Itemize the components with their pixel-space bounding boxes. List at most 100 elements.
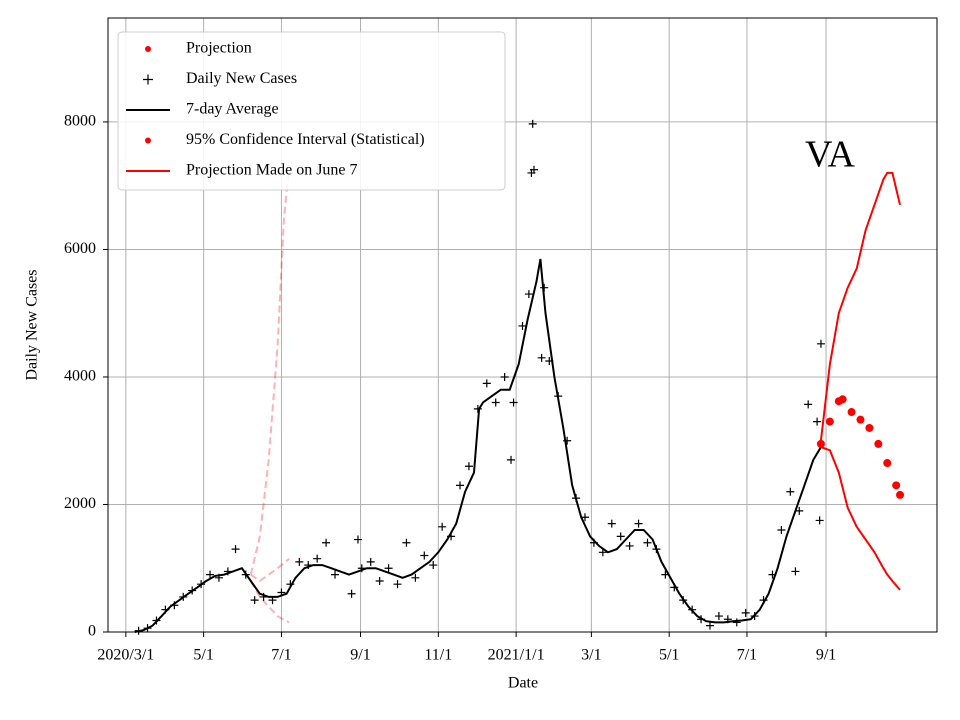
case-marker: [161, 605, 170, 614]
case-marker: [572, 494, 581, 503]
case-marker: [804, 400, 813, 409]
projection-dot: [865, 423, 874, 432]
case-marker: [607, 519, 616, 528]
case-marker: [670, 583, 679, 592]
legend-marker: [145, 46, 151, 52]
case-marker: [393, 580, 402, 589]
case-marker: [313, 554, 322, 563]
case-marker: [268, 596, 277, 605]
case-marker: [528, 119, 537, 128]
case-marker: [259, 592, 268, 601]
case-marker: [411, 573, 420, 582]
case-marker: [438, 522, 447, 531]
x-tick-label: 2020/3/1: [97, 647, 154, 664]
case-marker: [529, 165, 538, 174]
legend-label: Projection: [186, 40, 252, 57]
case-marker: [750, 612, 759, 621]
confidence-line: [819, 171, 901, 441]
legend-label: Projection Made on June 7: [186, 162, 358, 179]
case-marker: [152, 616, 161, 625]
legend-label: Daily New Cases: [186, 70, 297, 87]
case-marker: [143, 624, 152, 633]
case-marker: [795, 506, 804, 515]
legend-marker: [143, 74, 153, 85]
x-tick-label: 7/1: [737, 647, 757, 664]
case-marker: [357, 564, 366, 573]
case-marker: [554, 392, 563, 401]
case-marker: [723, 615, 732, 624]
y-axis-label: Daily New Cases: [24, 269, 41, 380]
case-marker: [634, 519, 643, 528]
case-marker: [456, 481, 465, 490]
case-marker: [420, 551, 429, 560]
x-axis-label: Date: [508, 675, 538, 692]
case-marker: [786, 487, 795, 496]
projection-june-line: [249, 580, 290, 624]
legend-label: 95% Confidence Interval (Statistical): [186, 131, 425, 148]
case-marker: [705, 621, 714, 630]
case-marker: [652, 545, 661, 554]
case-marker: [777, 525, 786, 534]
case-marker: [616, 532, 625, 541]
y-tick-label: 4000: [64, 368, 96, 385]
case-marker: [170, 601, 179, 610]
annotation: VA: [805, 134, 856, 176]
case-marker: [791, 567, 800, 576]
case-marker: [188, 586, 197, 595]
case-marker: [688, 605, 697, 614]
case-marker: [241, 570, 250, 579]
case-marker: [625, 541, 634, 550]
case-marker: [366, 557, 375, 566]
case-marker: [509, 398, 518, 407]
case-marker: [304, 561, 313, 570]
projection-dot: [825, 417, 834, 426]
x-tick-label: 11/1: [424, 647, 452, 664]
x-tick-label: 5/1: [193, 647, 213, 664]
legend-marker: [145, 137, 151, 144]
case-marker: [179, 592, 188, 601]
case-marker: [589, 538, 598, 547]
case-marker: [353, 535, 362, 544]
y-tick-label: 2000: [64, 495, 96, 512]
projection-dot: [892, 481, 901, 490]
average-line: [134, 258, 822, 633]
y-tick-label: 6000: [64, 240, 96, 257]
case-marker: [231, 545, 240, 554]
case-marker: [250, 596, 259, 605]
case-marker: [545, 357, 554, 366]
y-tick-label: 8000: [64, 113, 96, 130]
case-marker: [661, 570, 670, 579]
case-marker: [429, 561, 438, 570]
case-marker: [277, 588, 286, 597]
case-marker: [815, 516, 824, 525]
case-marker: [524, 290, 533, 299]
case-marker: [322, 538, 331, 547]
case-marker: [537, 353, 546, 362]
projection-dot: [896, 490, 905, 499]
projection-dot: [838, 395, 847, 404]
case-marker: [384, 564, 393, 573]
case-marker: [331, 570, 340, 579]
case-marker: [295, 557, 304, 566]
projection-dot: [856, 415, 865, 424]
legend-box: [117, 31, 506, 191]
case-marker: [540, 283, 549, 292]
case-marker: [768, 570, 777, 579]
case-marker: [491, 398, 500, 407]
case-marker: [518, 321, 527, 330]
case-marker: [580, 513, 589, 522]
x-tick-label: 9/1: [816, 647, 836, 664]
case-marker: [402, 538, 411, 547]
x-tick-label: 2021/1/1: [488, 647, 545, 664]
case-marker: [134, 626, 143, 635]
case-marker: [816, 339, 825, 348]
case-marker: [732, 618, 741, 627]
case-marker: [679, 596, 688, 605]
case-marker: [447, 532, 456, 541]
confidence-line: [820, 446, 901, 591]
projection-dot: [883, 459, 892, 468]
case-marker: [223, 567, 232, 576]
projection-june-line: [250, 557, 290, 583]
case-marker: [197, 580, 206, 589]
